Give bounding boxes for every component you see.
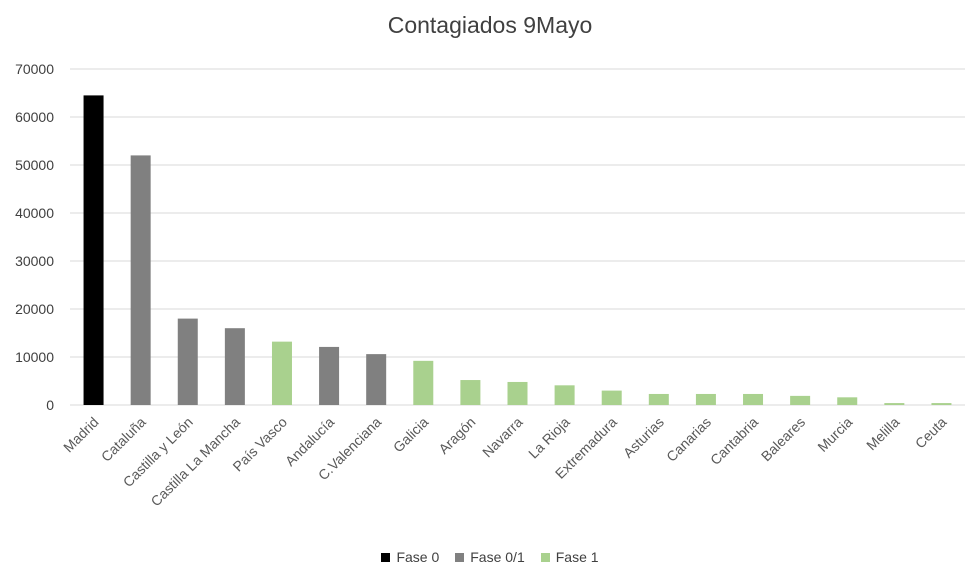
bar (460, 380, 481, 405)
x-tick-label: Melilla (863, 414, 903, 454)
bar (695, 393, 716, 405)
x-tick-label: Asturias (620, 414, 667, 461)
bar (413, 360, 434, 405)
y-tick-label: 30000 (15, 253, 54, 269)
legend-item: Fase 1 (540, 549, 599, 565)
x-tick-label: Ceuta (912, 414, 950, 452)
bar (319, 346, 340, 405)
x-tick-label: Galicia (390, 414, 432, 456)
x-tick-label: Cantabria (707, 414, 761, 468)
legend-label: Fase 0 (396, 549, 440, 565)
legend: Fase 0 Fase 0/1 Fase 1 (0, 549, 980, 565)
legend-swatch (381, 552, 391, 562)
bar (224, 328, 245, 405)
legend-label: Fase 0/1 (470, 549, 525, 565)
x-tick-label: Castilla La Mancha (147, 414, 243, 510)
bar (507, 381, 528, 405)
bar (601, 390, 622, 405)
x-tick-label: Murcia (814, 414, 855, 455)
bar (743, 393, 764, 405)
y-tick-label: 60000 (15, 109, 54, 125)
x-tick-label: La Rioja (525, 414, 573, 462)
bar (177, 318, 198, 405)
bar (83, 95, 104, 406)
bar-chart: 0 10000 20000 30000 40000 50000 60000 70000 Mad… (15, 61, 965, 510)
bar (790, 395, 811, 405)
bar (366, 354, 387, 405)
bar (554, 385, 575, 405)
chart-title: Contagiados 9Mayo (387, 12, 593, 38)
bar (837, 397, 858, 405)
bar (931, 403, 952, 405)
x-tick-label: Madrid (60, 414, 102, 456)
x-tick-label: Baleares (758, 414, 808, 464)
legend-label: Fase 1 (555, 549, 599, 565)
y-tick-label: 40000 (15, 205, 54, 221)
y-tick-label: 70000 (15, 61, 54, 77)
legend-swatch (540, 552, 550, 562)
bar (884, 403, 905, 405)
y-tick-label: 0 (46, 397, 54, 413)
x-tick-label: Aragón (435, 414, 478, 457)
bar (130, 155, 151, 405)
x-tick-label: Navarra (479, 414, 526, 461)
bars (83, 95, 952, 406)
legend-item: Fase 0 (381, 549, 439, 565)
y-tick-label: 10000 (15, 349, 54, 365)
legend-item: Fase 0/1 (455, 549, 525, 565)
legend-swatch (455, 552, 465, 562)
gridlines (70, 68, 965, 406)
y-axis-ticks: 0 10000 20000 30000 40000 50000 60000 70000 (15, 61, 54, 413)
y-tick-label: 50000 (15, 157, 54, 173)
bar (648, 393, 669, 405)
y-tick-label: 20000 (15, 301, 54, 317)
bar (271, 341, 292, 405)
